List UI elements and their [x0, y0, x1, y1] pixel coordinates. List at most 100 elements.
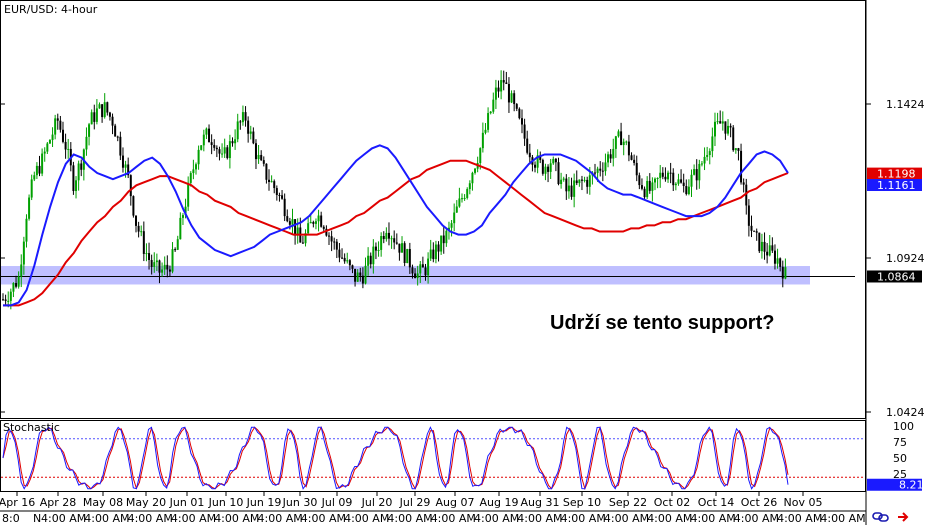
link-icon[interactable]	[872, 512, 889, 522]
candle-body	[223, 147, 226, 154]
x-tick-label: Oct 26	[741, 496, 778, 509]
candle-body	[695, 169, 698, 181]
candle-body	[500, 80, 503, 92]
candle-body	[674, 183, 677, 186]
candle-body	[442, 235, 445, 244]
candle-body	[7, 300, 10, 302]
candle-body	[129, 175, 132, 197]
candle-body	[174, 249, 177, 251]
candle-body	[98, 104, 101, 109]
candle-body	[124, 164, 127, 168]
x-tick-label: Oct 02	[654, 496, 691, 509]
candle-body	[38, 165, 41, 174]
bottom-time-strip: 8:0 N 4:00 AM4:00 AM4:00 AM4:00 AM4:00 AM4…	[0, 510, 866, 525]
candle-body	[747, 205, 750, 226]
candle-body	[348, 260, 351, 266]
candle-body	[570, 185, 573, 197]
price-tag-label: 1.1161	[877, 179, 916, 192]
candle-body	[291, 219, 294, 225]
candle-body	[385, 232, 388, 240]
candle-body	[367, 255, 370, 266]
candle-body	[59, 120, 62, 130]
candle-body	[575, 180, 578, 184]
candle-body	[64, 141, 67, 150]
x-tick-label: Oct 14	[698, 496, 735, 509]
candle-body	[338, 249, 341, 258]
candle-body	[526, 138, 529, 153]
candle-body	[382, 236, 385, 240]
strip-label: 4:00 AM	[517, 512, 562, 525]
candle-body	[633, 159, 636, 163]
candle-body	[481, 132, 484, 149]
candle-body	[286, 216, 289, 222]
candle-body	[330, 236, 333, 242]
candle-body	[335, 241, 338, 250]
candle-body	[231, 141, 234, 144]
candle-body	[685, 186, 688, 195]
candle-body	[421, 264, 424, 268]
candle-body	[520, 118, 523, 125]
strip-label: 4:00 AM	[647, 512, 692, 525]
stoch-axis: 100 75 50 258.21	[867, 420, 924, 492]
candle-body	[296, 227, 299, 236]
candle-body	[427, 258, 430, 276]
candle-body	[314, 221, 317, 224]
candle-body	[554, 158, 557, 163]
candle-body	[208, 128, 211, 143]
candle-body	[680, 179, 683, 183]
stoch-label: Stochastic	[3, 421, 60, 434]
candle-body	[505, 82, 508, 84]
candle-body	[171, 249, 174, 272]
candle-body	[474, 168, 477, 173]
price-tag-bg	[867, 179, 922, 192]
candle-body	[630, 155, 633, 160]
candle-body	[372, 246, 375, 265]
candle-body	[252, 131, 255, 144]
candle-body	[763, 241, 766, 252]
support-zone	[1, 266, 810, 285]
candle-body	[213, 144, 216, 148]
candle-body	[307, 223, 310, 234]
candle-body	[573, 180, 576, 197]
candle-body	[622, 141, 625, 145]
candle-body	[419, 264, 422, 274]
candle-body	[667, 172, 670, 180]
candle-body	[653, 178, 656, 183]
price-axis: 1.1424 1.0924 1.0424	[0, 98, 925, 419]
candle-body	[61, 129, 64, 142]
candle-body	[312, 221, 315, 224]
x-tick-label: May 20	[126, 496, 166, 509]
candle-body	[659, 172, 662, 178]
candle-body	[132, 196, 135, 216]
candle-body	[309, 221, 312, 224]
candle-body	[153, 262, 156, 267]
candle-body	[734, 148, 737, 151]
candle-body	[114, 125, 117, 137]
candle-body	[669, 172, 672, 174]
x-tick-label: Aug 19	[480, 496, 519, 509]
x-tick-label: Apr 16	[0, 496, 35, 509]
candle-body	[758, 232, 761, 252]
arrow-icon[interactable]	[898, 512, 909, 522]
candle-body	[408, 248, 411, 268]
x-tick-label: Nov 05	[784, 496, 823, 509]
candle-body	[181, 215, 184, 218]
candle-body	[732, 127, 735, 151]
stoch-tick-label: 25	[893, 468, 907, 481]
x-tick-label: Aug 31	[521, 496, 560, 509]
x-tick-label: Jun 01	[169, 496, 205, 509]
candle-body	[578, 179, 581, 184]
candle-body	[518, 108, 521, 119]
candle-body	[179, 217, 182, 240]
candle-body	[137, 225, 140, 232]
candle-body	[95, 108, 98, 122]
strip-label-left: 8:0	[2, 512, 20, 525]
candle-body	[361, 275, 364, 284]
candle-body	[406, 248, 409, 264]
x-tick-label: Sep 10	[563, 496, 601, 509]
candle-body	[189, 173, 192, 183]
candle-body	[661, 172, 664, 177]
candle-body	[356, 272, 359, 282]
candle-body	[77, 163, 80, 181]
